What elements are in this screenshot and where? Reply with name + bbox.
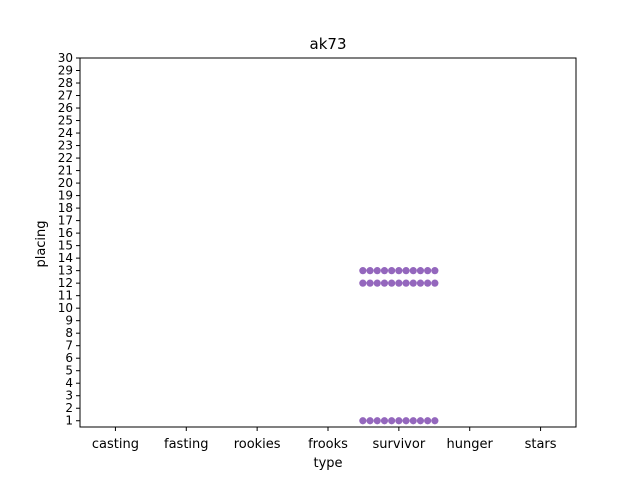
y-tick-label: 6: [65, 351, 73, 365]
data-point-survivor-placing-12: [380, 279, 389, 287]
y-tick-label: 29: [58, 64, 73, 78]
y-tick-label: 21: [58, 164, 73, 178]
data-point-survivor-placing-13: [431, 267, 439, 275]
data-point-survivor-placing-12: [424, 279, 432, 287]
data-point-survivor-placing-13: [402, 267, 410, 275]
y-tick-label: 7: [65, 339, 73, 353]
data-point-survivor-placing-12: [409, 279, 417, 287]
data-point-survivor-placing-12: [395, 279, 403, 287]
x-tick-label-rookies: rookies: [234, 437, 281, 452]
data-point-survivor-placing-1: [431, 417, 439, 425]
data-point-survivor-placing-1: [409, 417, 417, 425]
y-tick-label: 25: [58, 114, 73, 128]
y-axis-label: placing: [34, 220, 49, 267]
y-tick-label: 4: [65, 376, 73, 390]
y-tick-label: 15: [58, 239, 73, 253]
y-tick-label: 3: [65, 389, 73, 403]
x-tick-label-stars: stars: [525, 437, 557, 452]
y-tick-label: 17: [58, 214, 73, 228]
x-tick-label-fasting: fasting: [164, 437, 209, 452]
y-tick-label: 28: [58, 76, 73, 90]
x-tick-label-hunger: hunger: [447, 437, 494, 452]
data-point-survivor-placing-12: [388, 279, 396, 287]
y-tick-label: 2: [65, 401, 73, 415]
y-tick-label: 8: [65, 326, 73, 340]
data-point-survivor-placing-13: [359, 267, 367, 275]
y-tick-label: 14: [58, 251, 73, 265]
y-tick-label: 30: [58, 51, 73, 65]
x-tick-label-casting: casting: [92, 437, 139, 452]
data-point-survivor-placing-1: [373, 417, 381, 425]
y-tick-label: 27: [58, 89, 73, 103]
y-tick-label: 10: [58, 301, 73, 315]
y-tick-label: 20: [58, 176, 73, 190]
data-point-survivor-placing-13: [366, 267, 374, 275]
data-point-survivor-placing-12: [366, 279, 374, 287]
data-point-survivor-placing-12: [359, 279, 367, 287]
y-tick-label: 9: [65, 314, 73, 328]
data-point-survivor-placing-13: [409, 267, 417, 275]
y-tick-label: 12: [58, 276, 73, 290]
y-tick-label: 24: [58, 126, 73, 140]
data-point-survivor-placing-13: [395, 267, 403, 275]
data-point-survivor-placing-1: [395, 417, 403, 425]
data-point-survivor-placing-13: [416, 267, 425, 275]
data-point-survivor-placing-13: [380, 267, 389, 275]
y-tick-label: 5: [65, 364, 73, 378]
y-tick-label: 11: [58, 289, 73, 303]
data-point-survivor-placing-1: [402, 417, 410, 425]
y-tick-label: 18: [58, 201, 73, 215]
data-point-survivor-placing-1: [359, 417, 367, 425]
y-tick-label: 19: [58, 189, 73, 203]
data-point-survivor-placing-1: [380, 417, 389, 425]
data-point-survivor-placing-1: [388, 417, 396, 425]
data-point-survivor-placing-12: [373, 279, 381, 287]
x-axis-label: type: [313, 456, 342, 471]
data-point-survivor-placing-1: [416, 417, 425, 425]
chart-title: ak73: [310, 35, 347, 53]
x-axis-ticks: casting fasting rookies frooks survivor hunge…: [92, 427, 557, 452]
y-tick-label: 23: [58, 139, 73, 153]
data-point-survivor-placing-1: [424, 417, 432, 425]
y-tick-label: 26: [58, 101, 73, 115]
data-points: [359, 267, 439, 425]
data-point-survivor-placing-13: [388, 267, 396, 275]
y-axis-ticks: 1234567891011121314151617181920212223242…: [58, 51, 80, 428]
y-tick-label: 13: [58, 264, 73, 278]
data-point-survivor-placing-12: [431, 279, 439, 287]
y-tick-label: 22: [58, 151, 73, 165]
plot-area-frame: [79, 57, 577, 428]
x-tick-label-survivor: survivor: [373, 437, 426, 452]
x-tick-label-frooks: frooks: [308, 437, 348, 452]
data-point-survivor-placing-13: [373, 267, 381, 275]
data-point-survivor-placing-12: [416, 279, 425, 287]
y-tick-label: 16: [58, 226, 73, 240]
y-tick-label: 1: [65, 414, 73, 428]
data-point-survivor-placing-13: [424, 267, 432, 275]
data-point-survivor-placing-12: [402, 279, 410, 287]
data-point-survivor-placing-1: [366, 417, 374, 425]
